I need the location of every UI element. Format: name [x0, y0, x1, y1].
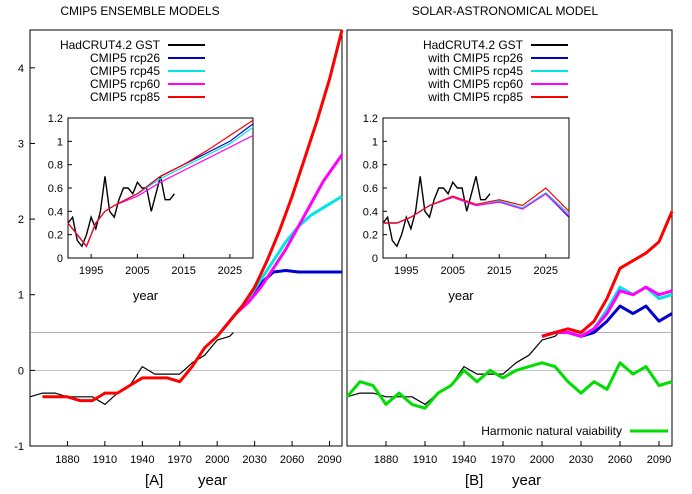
x-tick-label: 1970 — [491, 454, 515, 466]
inset-series-line-4 — [67, 119, 254, 248]
inset-series-line-4 — [383, 187, 570, 224]
chart-B-main: 1880 1910 1940 1970 2000 2030 2060 2090 year HadC… — [345, 29, 674, 489]
inset-y-tick-label: 0.8 — [48, 160, 63, 172]
x-tick-label: 2060 — [608, 454, 632, 466]
y-tick-label: 2 — [18, 214, 24, 226]
inset-series-line-0 — [67, 176, 175, 248]
inset-y-tick-label: 1 — [57, 136, 63, 148]
y-tick-label: 4 — [18, 63, 24, 75]
legend-label-3: CMIP5 rcp60 — [90, 77, 160, 91]
legend-label-3: with CMIP5 rcp60 — [427, 77, 523, 91]
x-tick-label: 1940 — [452, 454, 476, 466]
chart-A-main: 1880 1910 1940 1970 2000 2030 2060 2090 -1 0 1 2 3 4 y… — [14, 29, 344, 489]
y-tick-label: 1 — [18, 290, 24, 302]
panel-b-title: SOLAR-ASTRONOMICAL MODEL — [412, 4, 599, 18]
x-tick-label: 1910 — [413, 454, 437, 466]
inset-y-tick-label: 1.2 — [48, 113, 63, 125]
plots-layer: 1880 1910 1940 1970 2000 2030 2060 2090 -1 0 1 2 3 4 y… — [14, 29, 674, 489]
inset-B-inset: 0 0.2 0.4 0.6 0.8 1 1.2 1995 2005 2015 2025 year — [363, 113, 570, 303]
x-tick-label: 2090 — [647, 454, 671, 466]
x-axis-label: year — [512, 472, 541, 489]
inset-frame — [382, 117, 570, 259]
legend-label-4: CMIP5 rcp85 — [90, 90, 160, 104]
inset-x-tick-label: 2025 — [218, 265, 242, 277]
legend-label-2: CMIP5 rcp45 — [90, 64, 160, 78]
inset-y-tick-label: 0.2 — [363, 230, 378, 242]
panel-b-label: [B] — [465, 472, 483, 489]
inset-x-tick-label: 2005 — [441, 265, 465, 277]
legend-label-2: with CMIP5 rcp45 — [427, 64, 523, 78]
inset-x-tick-label: 1995 — [394, 265, 418, 277]
inset-y-tick-label: 1 — [372, 136, 378, 148]
inset-x-tick-label: 2015 — [487, 265, 511, 277]
x-axis-label: year — [198, 472, 227, 489]
x-tick-label: 1940 — [130, 454, 154, 466]
panel-a-label: [A] — [145, 472, 163, 489]
inset-x-axis-label: year — [448, 288, 474, 303]
inset-y-tick-label: 0.4 — [48, 206, 63, 218]
x-tick-label: 2090 — [317, 454, 341, 466]
x-tick-label: 2030 — [242, 454, 266, 466]
inset-y-tick-label: 0.8 — [363, 160, 378, 172]
x-tick-label: 1880 — [374, 454, 398, 466]
x-tick-label: 2000 — [205, 454, 229, 466]
inset-y-tick-label: 0.2 — [48, 230, 63, 242]
series-line-3 — [541, 285, 673, 338]
inset-A-inset: 0 0.2 0.4 0.6 0.8 1 1.2 1995 2005 2015 2025 year — [48, 113, 254, 303]
legend-label-1: with CMIP5 rcp26 — [427, 51, 523, 65]
x-tick-label: 2000 — [530, 454, 554, 466]
panel-a-title: CMIP5 ENSEMBLE MODELS — [60, 4, 219, 18]
x-tick-label: 2030 — [569, 454, 593, 466]
y-tick-label: -1 — [14, 441, 24, 453]
series-line-4 — [42, 29, 344, 403]
inset-x-tick-label: 1995 — [79, 265, 103, 277]
legend-label-harmonic: Harmonic natural vaiability — [481, 424, 622, 438]
inset-series-line-0 — [382, 176, 491, 248]
series-line-4 — [541, 210, 674, 338]
legend-label-0: HadCRUT4.2 GST — [60, 38, 161, 52]
series-line-5 — [345, 361, 673, 410]
legend-label-1: CMIP5 rcp26 — [90, 51, 160, 65]
x-tick-label: 1970 — [168, 454, 192, 466]
y-tick-label: 0 — [18, 365, 24, 377]
inset-x-tick-label: 2005 — [125, 265, 149, 277]
inset-y-tick-label: 0 — [57, 253, 63, 265]
inset-y-tick-label: 0.4 — [363, 206, 378, 218]
x-tick-label: 1880 — [55, 454, 79, 466]
inset-frame — [67, 117, 254, 259]
inset-x-tick-label: 2015 — [171, 265, 195, 277]
x-tick-label: 2060 — [280, 454, 304, 466]
inset-y-tick-label: 0.6 — [48, 183, 63, 195]
inset-y-tick-label: 0 — [372, 253, 378, 265]
legend-label-4: with CMIP5 rcp85 — [427, 90, 523, 104]
inset-y-tick-label: 0.6 — [363, 183, 378, 195]
inset-x-axis-label: year — [133, 288, 159, 303]
inset-x-tick-label: 2025 — [534, 265, 558, 277]
x-tick-label: 1910 — [93, 454, 117, 466]
y-tick-label: 3 — [18, 138, 24, 150]
inset-y-tick-label: 1.2 — [363, 113, 378, 125]
legend-label-0: HadCRUT4.2 GST — [423, 38, 524, 52]
